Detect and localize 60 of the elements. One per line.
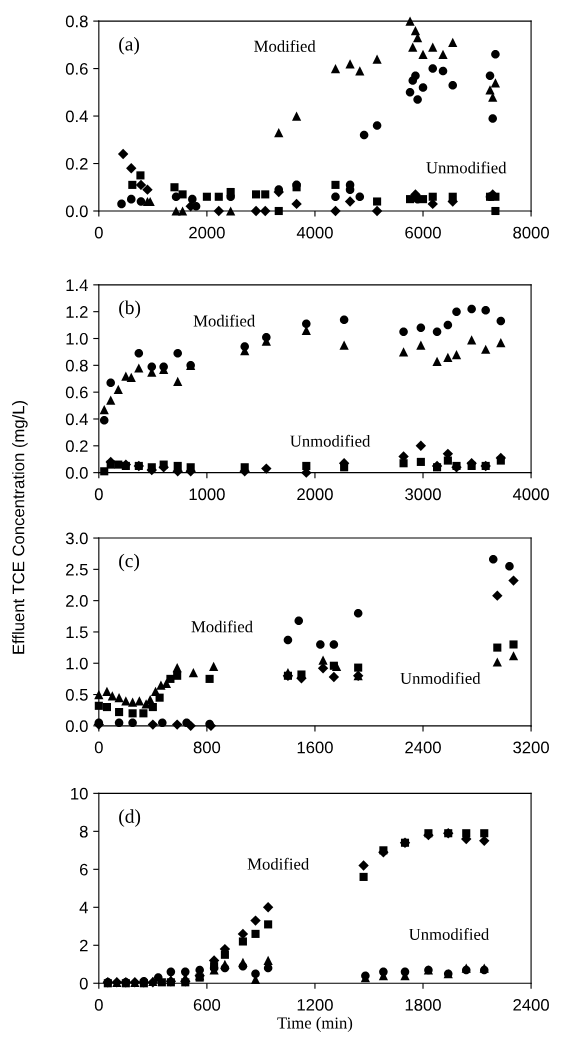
y-tick-label: 0.2 bbox=[65, 440, 88, 453]
y-tick-label: 0.4 bbox=[65, 413, 88, 426]
y-tick-label: 1.2 bbox=[66, 306, 88, 318]
x-tick-label: 0 bbox=[94, 226, 103, 239]
y-tick-label: 4 bbox=[79, 901, 88, 914]
annotation: Modified bbox=[254, 39, 316, 52]
annotation: Modified bbox=[247, 857, 310, 870]
x-tick-label: 8000 bbox=[513, 226, 549, 239]
x-tick-label: 3000 bbox=[405, 488, 441, 501]
annotation: Modified bbox=[193, 314, 255, 327]
x-tick-label: 1800 bbox=[405, 998, 441, 1011]
y-tick-label: 6 bbox=[79, 863, 88, 876]
text: (b) bbox=[119, 300, 141, 319]
x-tick-label: 4000 bbox=[512, 488, 549, 501]
x-tick-label: 1000 bbox=[189, 488, 225, 501]
y-tick-label: 1.0 bbox=[66, 332, 88, 345]
y-tick-label: 0.8 bbox=[65, 15, 88, 28]
x-tick-label: 1600 bbox=[297, 741, 333, 754]
y-tick-label: 0.0 bbox=[65, 205, 88, 218]
x-tick-label: 2400 bbox=[405, 741, 441, 754]
y-tick-label: 0.4 bbox=[65, 110, 88, 123]
x-tick-label: 1200 bbox=[297, 998, 333, 1011]
x-tick-label: 2400 bbox=[513, 998, 549, 1011]
annotation: Modified bbox=[191, 620, 253, 633]
x-tick-label: 0 bbox=[94, 741, 103, 754]
annotation: Unmodified bbox=[400, 672, 481, 684]
text: (c) bbox=[119, 553, 140, 572]
y-tick-label: 2.0 bbox=[66, 595, 88, 607]
y-tick-label: 0.6 bbox=[65, 386, 88, 399]
y-tick-label: 0.0 bbox=[65, 720, 88, 733]
y-tick-label: 1.5 bbox=[66, 626, 88, 639]
x-tick-label: 2000 bbox=[189, 226, 225, 239]
y-tick-label: 0 bbox=[79, 977, 88, 990]
x-tick-label: 6000 bbox=[405, 226, 441, 239]
x-tick-label: 600 bbox=[193, 998, 221, 1011]
x-tick-label: 800 bbox=[193, 741, 221, 754]
annotation: Unmodified bbox=[426, 161, 507, 174]
x-tick-label: 0 bbox=[94, 488, 103, 501]
x-tick-label: 4000 bbox=[296, 226, 333, 239]
text: (d) bbox=[119, 809, 141, 827]
y-tick-label: 1.0 bbox=[66, 657, 88, 670]
x-tick-label: 3200 bbox=[513, 741, 549, 754]
y-tick-label: 0.2 bbox=[65, 157, 88, 170]
x-axis-title: Time (min) bbox=[277, 1016, 353, 1032]
text: (a) bbox=[119, 36, 140, 55]
x-tick-label: 0 bbox=[94, 998, 103, 1011]
y-tick-label: 0.5 bbox=[65, 688, 88, 701]
y-axis-title: Effluent TCE Concentration (mg/L) bbox=[12, 400, 28, 654]
y-tick-label: 10 bbox=[71, 787, 88, 800]
y-tick-label: 0.6 bbox=[65, 62, 88, 75]
y-tick-label: 3.0 bbox=[65, 532, 88, 545]
annotation: Unmodified bbox=[290, 434, 371, 447]
x-tick-label: 2000 bbox=[297, 488, 333, 501]
y-tick-label: 0.8 bbox=[65, 359, 88, 372]
y-tick-label: 0.0 bbox=[65, 467, 88, 479]
y-tick-label: 1.4 bbox=[66, 279, 88, 291]
annotation: Unmodified bbox=[409, 928, 490, 940]
y-tick-label: 2 bbox=[79, 939, 88, 952]
y-tick-label: 2.5 bbox=[66, 563, 88, 576]
y-tick-label: 8 bbox=[79, 825, 88, 838]
